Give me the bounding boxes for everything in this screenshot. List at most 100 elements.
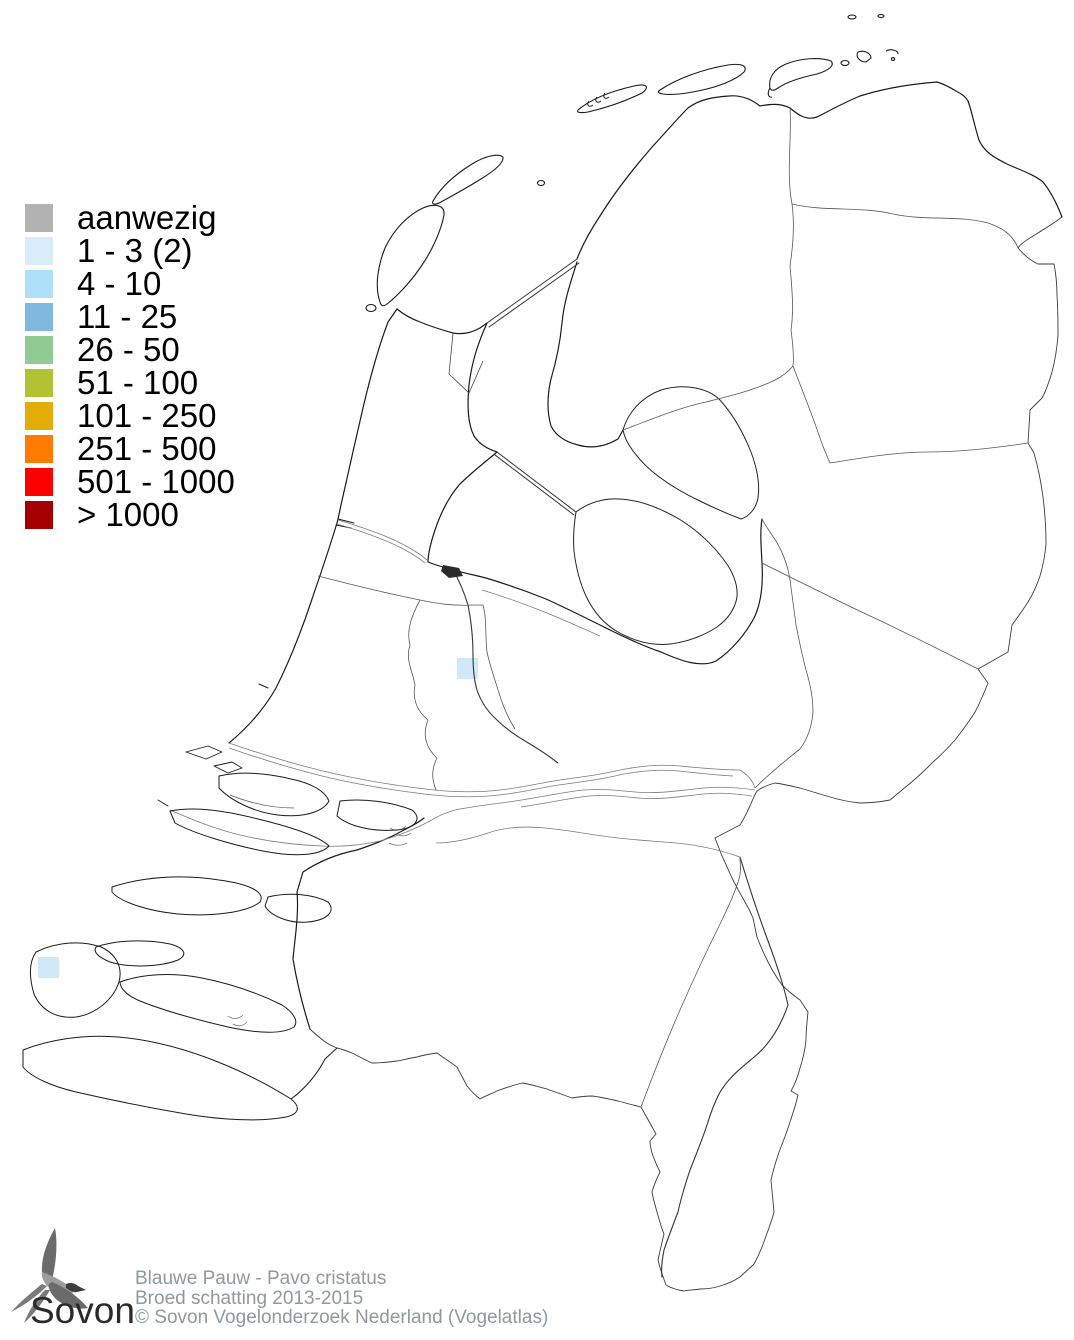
island-vlieland <box>432 154 504 205</box>
polder-noordoostpolder <box>622 386 760 520</box>
island-noord-beveland <box>94 940 185 967</box>
afsluitdijk <box>486 258 580 328</box>
europoort-structures <box>157 745 243 807</box>
voorne-channel <box>229 794 295 809</box>
island-voorne-putten <box>218 772 330 817</box>
occupied-grid-squares <box>38 658 478 978</box>
hollands-diep-haringvliet <box>169 809 431 847</box>
legend-swatch-aanwezig <box>25 204 53 232</box>
national-border <box>309 216 1063 1292</box>
delta-islands <box>22 772 418 1121</box>
legend-label: 11 - 25 <box>77 298 178 335</box>
rivers <box>169 518 814 1027</box>
islet-north-2 <box>877 13 885 19</box>
zeeuws-vlaanderen <box>22 1035 298 1121</box>
islet-griend <box>536 179 546 187</box>
legend-label: 51 - 100 <box>77 364 199 401</box>
border-overijssel-gelderland <box>761 562 979 670</box>
amsterdam-area <box>441 565 463 578</box>
island-zuid-beveland <box>119 974 297 1033</box>
legend-row: 501 - 1000 <box>25 463 235 500</box>
houtribdijk <box>494 451 577 516</box>
legend-swatch-class-26-50 <box>25 336 53 364</box>
legend-label: 101 - 250 <box>77 397 217 434</box>
legend-row: 51 - 100 <box>25 364 235 401</box>
legend-swatch-class-11-25 <box>25 303 53 331</box>
legend-swatch-class-101-250 <box>25 402 53 430</box>
zeeuws-vlaanderen-east-link <box>290 1047 338 1100</box>
coast-noordholland-east <box>427 322 498 563</box>
caption-survey: Broed schatting 2013-2015 <box>135 1287 364 1309</box>
islet-dot <box>890 56 896 62</box>
islet-north-1 <box>847 14 857 20</box>
legend-row: 4 - 10 <box>25 265 235 302</box>
island-texel <box>376 204 445 307</box>
river-ijssel <box>754 518 814 789</box>
legend-row: 11 - 25 <box>25 298 235 335</box>
dikes-and-canals <box>452 258 789 1278</box>
coast-west <box>228 308 398 744</box>
grid-square-occupied <box>457 658 478 679</box>
scheveningen-pier <box>258 683 269 689</box>
coast-noordholland-top <box>396 308 488 335</box>
map-caption: Blauwe Pauw - Pavo cristatus Broed schat… <box>135 1269 548 1328</box>
border-noordholland-zuidholland <box>317 575 421 601</box>
coast-brabant-west <box>292 817 425 1030</box>
border-groningen-drenthe <box>791 203 1019 249</box>
legend-label: aanwezig <box>77 199 217 236</box>
border-zuidholland-utrecht <box>407 599 438 791</box>
river-lek-nieuwe-maas <box>228 742 756 793</box>
river-waal <box>429 786 756 822</box>
province-borders <box>317 107 1029 1108</box>
legend-row: aanwezig <box>25 199 235 236</box>
legend-label: > 1000 <box>77 496 179 533</box>
caption-species: Blauwe Pauw - Pavo cristatus <box>135 1268 387 1289</box>
islet-rottumeroog <box>885 49 899 55</box>
legend-swatch-class-gt-1000 <box>25 501 53 529</box>
coast-friesland-west <box>547 261 624 448</box>
legend-row: 26 - 50 <box>25 331 235 368</box>
island-terschelling <box>577 84 647 114</box>
border-friesland-groningen <box>788 107 794 367</box>
islet-simonszand <box>840 59 850 67</box>
border-germany <box>714 216 1063 1265</box>
coastline <box>157 81 1063 1030</box>
caption-copyright: © Sovon Vogelonderzoek Nederland (Vogela… <box>135 1307 549 1328</box>
island-hoeksche-waard <box>336 799 418 831</box>
legend-row: 1 - 3 (2) <box>25 234 235 267</box>
swallow-icon <box>11 1228 88 1323</box>
border-friesland-south <box>622 365 794 431</box>
border-drenthe-west <box>792 365 831 464</box>
gooimeer-line <box>481 589 601 637</box>
legend-label: 501 - 1000 <box>77 463 235 500</box>
island-tholen <box>264 893 332 923</box>
legend-row: > 1000 <box>25 496 235 533</box>
legend-label: 26 - 50 <box>77 331 180 368</box>
coast-wadden-north <box>576 81 1063 260</box>
grid-square-occupied <box>38 957 59 978</box>
polder-wieringermeer <box>448 332 484 394</box>
noordzeekanaal <box>336 519 429 564</box>
flevoland-polders <box>448 332 760 645</box>
island-ameland <box>657 63 746 95</box>
island-schiermonnikoog <box>767 58 833 98</box>
island-walcheren <box>30 942 121 1018</box>
legend-swatch-class-4-10 <box>25 270 53 298</box>
border-brabant-limburg <box>640 856 741 1108</box>
legend-swatch-class-51-100 <box>25 369 53 397</box>
river-lek-parallel <box>228 747 734 798</box>
wadden-islands <box>365 13 899 313</box>
legend-label: 251 - 500 <box>77 430 217 467</box>
legend-swatch-class-1-3 <box>25 237 53 265</box>
legend-label: 4 - 10 <box>77 265 162 302</box>
maas-limburg <box>739 856 789 1006</box>
legend: aanwezig 1 - 3 (2) 4 - 10 11 - 25 26 - 5… <box>25 199 235 534</box>
island-schouwen-duiveland <box>111 876 262 916</box>
polder-flevoland <box>573 498 738 645</box>
legend-swatch-class-251-500 <box>25 435 53 463</box>
river-waal-parallel <box>520 792 753 808</box>
legend-swatch-class-501-1000 <box>25 468 53 496</box>
border-belgium <box>309 1028 755 1292</box>
border-utrecht-gelderland <box>419 599 516 730</box>
